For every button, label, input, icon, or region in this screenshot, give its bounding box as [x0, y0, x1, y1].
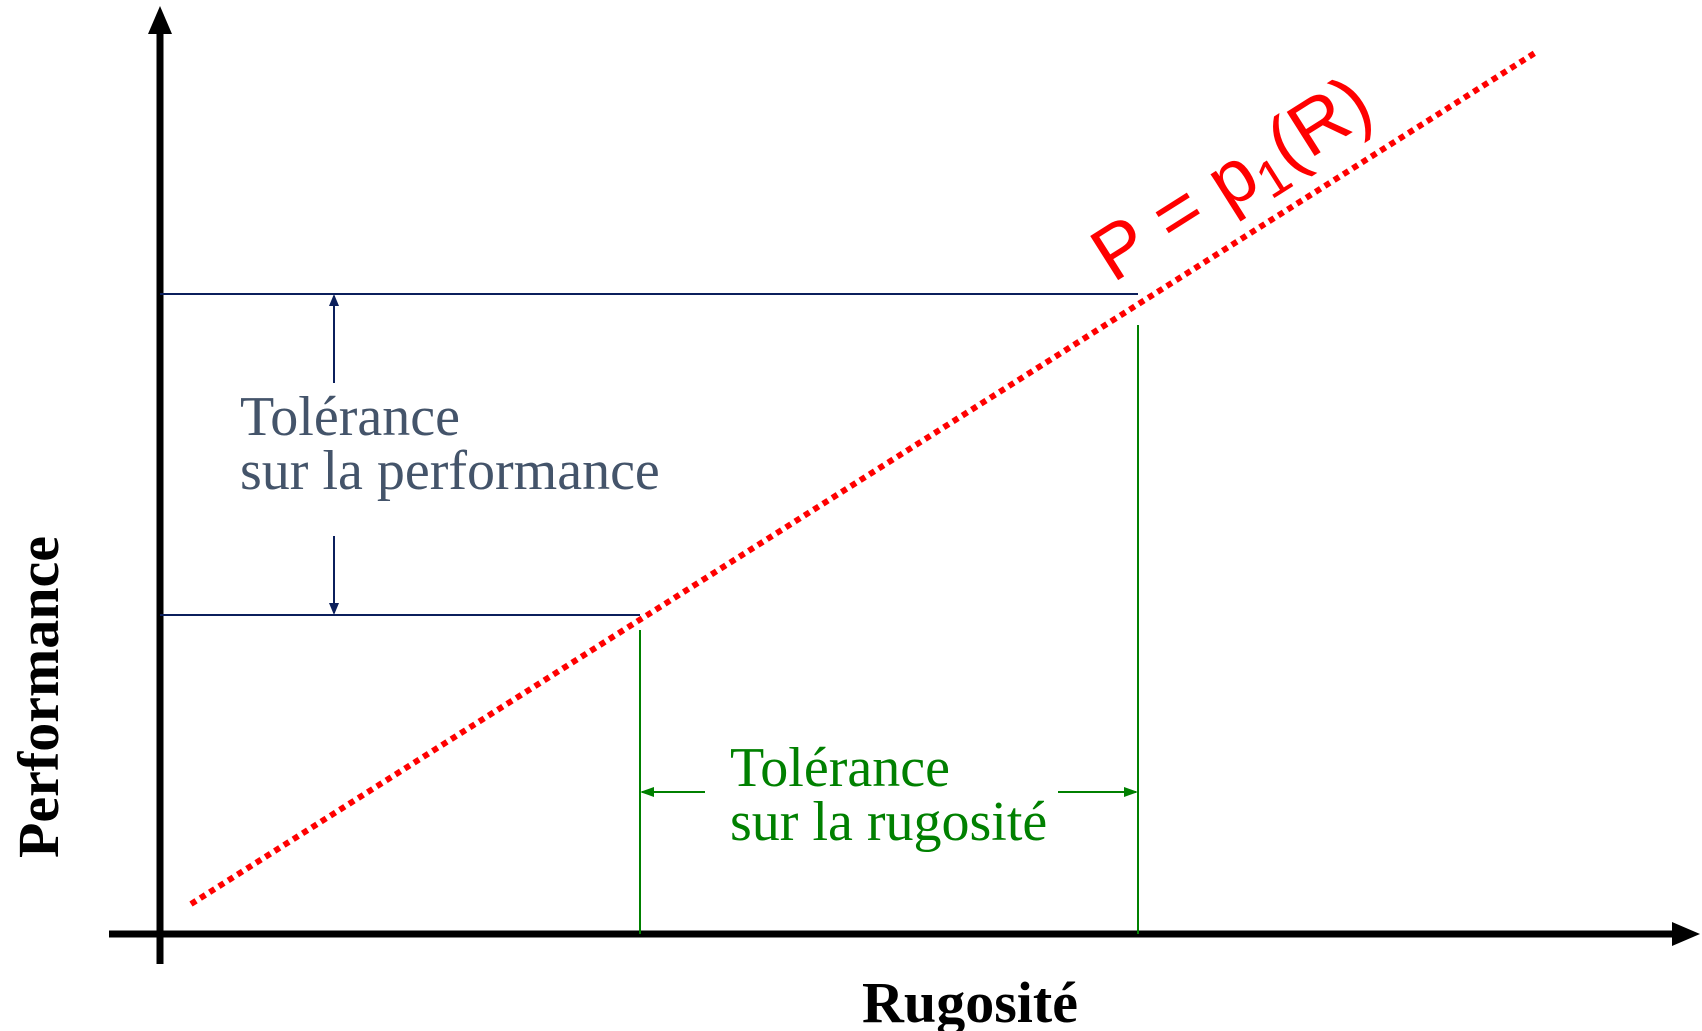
curve-label: P = p1(R): [1077, 59, 1391, 306]
curve-label-main: P = p: [1077, 131, 1273, 298]
performance-curve: [189, 48, 1540, 907]
x-axis-label: Rugosité: [862, 970, 1078, 1031]
performance-tolerance-line1: Tolérance: [240, 386, 460, 448]
x-axis-arrow: [1672, 922, 1700, 946]
roughness-tolerance-line1: Tolérance: [730, 737, 950, 799]
y-axis-label: Performance: [6, 536, 71, 858]
performance-tolerance-line2: sur la performance: [240, 440, 660, 502]
roughness-tolerance-line2: sur la rugosité: [730, 791, 1047, 853]
y-axis-arrow: [148, 6, 172, 34]
